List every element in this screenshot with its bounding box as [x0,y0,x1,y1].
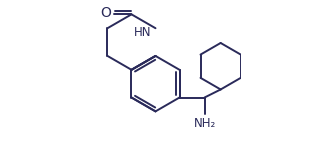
Text: HN: HN [134,26,151,39]
Text: NH₂: NH₂ [194,117,216,130]
Text: O: O [100,6,111,20]
